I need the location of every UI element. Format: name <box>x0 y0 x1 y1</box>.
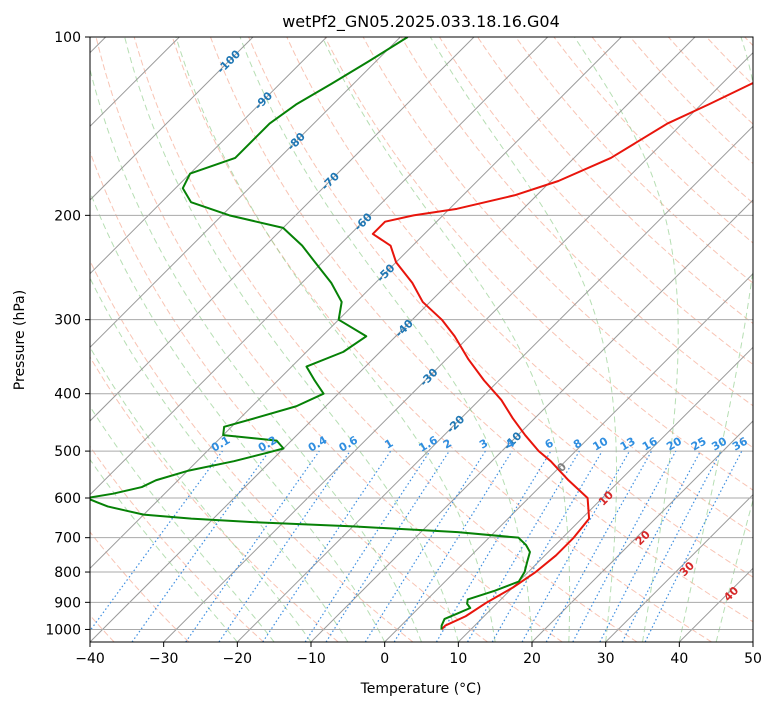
mixing-ratio-line <box>304 450 431 642</box>
x-tick-label: 30 <box>597 651 615 667</box>
dry-adiabat-line <box>706 37 753 86</box>
dry-adiabat-line <box>744 37 753 47</box>
x-tick-label: −40 <box>75 651 105 667</box>
mixing-ratio-line <box>521 450 631 642</box>
moist-adiabat-line <box>124 37 459 642</box>
moist-adiabat-line <box>90 67 422 642</box>
isotherm-line <box>605 493 753 642</box>
dewpoint-profile <box>90 37 531 630</box>
temperature-profile <box>371 81 753 631</box>
y-tick-label: 700 <box>54 531 81 547</box>
x-tick-label: 50 <box>744 651 762 667</box>
y-tick-label: 900 <box>54 595 81 611</box>
chart-title: wetPf2_GN05.2025.033.18.16.G04 <box>282 12 560 32</box>
y-tick-label: 500 <box>54 444 81 460</box>
isotherm-line <box>90 37 622 570</box>
moist-adiabat-line <box>90 276 349 642</box>
dry-adiabat-line <box>90 259 414 642</box>
x-tick-label: −30 <box>149 651 179 667</box>
mixing-ratio-line <box>644 450 743 642</box>
dry-adiabat-line <box>90 531 190 642</box>
mixing-ratio-line <box>90 450 223 632</box>
isotherm-line <box>752 641 753 642</box>
dry-adiabat-line <box>400 37 753 407</box>
dry-adiabat-line <box>553 37 753 244</box>
dry-adiabat-label: 10 <box>596 488 616 508</box>
mixing-ratio-line <box>185 450 320 642</box>
moist-adiabat-line <box>429 37 618 642</box>
isotherm-line <box>90 37 475 422</box>
mixing-ratio-line <box>325 450 450 642</box>
moist-adiabat-line <box>574 37 679 642</box>
dry-adiabat-line <box>210 37 753 623</box>
isotherm-line <box>90 37 549 496</box>
moist-adiabat-line <box>715 498 753 642</box>
mixing-ratio-line <box>262 450 392 642</box>
moist-adiabat-line <box>175 37 496 642</box>
isotherm-line <box>90 37 328 275</box>
dry-adiabat-line <box>90 356 339 642</box>
mixing-ratio-line <box>572 450 677 642</box>
series-lines <box>90 37 753 631</box>
dry-adiabat-line <box>90 150 488 642</box>
axis-ticks: −40 −30 −20 −10 0 10 20 30 40 50 100 200 300 400 500 60… <box>45 30 762 667</box>
mixing-ratio-label: 2 <box>441 437 454 452</box>
mixing-ratio-line <box>131 450 270 642</box>
x-tick-label: 20 <box>523 651 541 667</box>
moist-adiabat-line <box>321 37 571 642</box>
x-tick-label: 0 <box>380 651 389 667</box>
mixing-ratio-line <box>599 450 702 642</box>
y-tick-label: 300 <box>54 313 81 329</box>
x-axis-label: Temperature (°C) <box>360 681 482 697</box>
isotherm-label: -100 <box>215 47 244 76</box>
isotherm-line <box>678 567 753 642</box>
y-tick-label: 100 <box>54 30 81 46</box>
mixing-ratio-line <box>393 450 513 642</box>
moist-adiabat-line <box>90 190 386 642</box>
isotherm-line <box>310 199 753 642</box>
mixing-ratio-line <box>545 450 653 642</box>
dry-adiabat-line <box>95 37 563 642</box>
plot-frame <box>89 36 754 643</box>
isotherm-label: -80 <box>285 130 308 153</box>
x-tick-label: −20 <box>223 651 253 667</box>
dry-adiabat-line <box>439 37 753 366</box>
mixing-ratio-line <box>435 450 552 642</box>
mixing-ratio-line <box>466 450 580 642</box>
dry-adiabat-line <box>668 37 753 125</box>
dry-adiabat-line <box>591 37 753 204</box>
moist-adiabat-line <box>90 405 275 642</box>
isotherm-line <box>384 272 753 642</box>
dry-adiabat-line <box>248 37 753 578</box>
mixing-ratio-label: 6 <box>543 436 556 451</box>
y-tick-label: 1000 <box>45 622 81 638</box>
isotherm-line <box>90 37 696 642</box>
y-tick-label: 200 <box>54 208 81 224</box>
y-axis-label: Pressure (hPa) <box>12 290 28 390</box>
isotherm-line <box>531 420 753 642</box>
y-tick-label: 400 <box>54 387 81 403</box>
dry-adiabat-label: 30 <box>677 559 697 579</box>
moist-adiabat-line <box>239 37 533 642</box>
y-tick-label: 800 <box>54 565 81 581</box>
isotherm-line <box>236 125 753 642</box>
dry-adiabat-label: 40 <box>721 584 741 604</box>
dry-adiabat-line <box>90 445 264 642</box>
y-tick-label: 600 <box>54 491 81 507</box>
x-tick-label: 40 <box>670 651 688 667</box>
isotherm-line <box>457 346 753 642</box>
mixing-ratio-line <box>218 450 351 642</box>
background-lines <box>90 37 753 642</box>
isotherm-line <box>163 51 753 642</box>
dry-adiabat-line <box>133 37 638 642</box>
dry-adiabat-line <box>515 37 753 284</box>
x-tick-label: −10 <box>296 651 326 667</box>
moist-adiabat-line <box>678 37 753 642</box>
isotherm-line <box>90 37 401 349</box>
moist-adiabat-line <box>90 458 238 642</box>
x-tick-label: 10 <box>449 651 467 667</box>
isotherm-line <box>90 37 254 201</box>
